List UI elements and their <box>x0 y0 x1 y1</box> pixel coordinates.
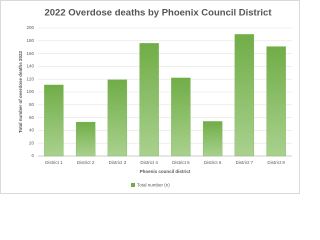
bar <box>139 43 159 157</box>
y-tick-label: 140 <box>26 64 34 69</box>
y-tick-label: 60 <box>29 115 35 120</box>
y-tick-label: 120 <box>26 76 34 81</box>
bar <box>234 34 255 157</box>
x-tick-label: District 5 <box>172 160 190 165</box>
x-axis-label: Phoenix council district <box>140 169 191 174</box>
y-tick-label: 100 <box>26 89 34 94</box>
y-axis-label: Total number of overdose deaths 2022 <box>18 51 23 133</box>
y-tick-label: 160 <box>26 51 34 56</box>
chart: 2022 Overdose deaths by Phoenix Council … <box>0 0 300 194</box>
bar <box>75 121 96 157</box>
y-tick-label: 200 <box>26 25 34 30</box>
x-tick-label: District 3 <box>109 160 127 165</box>
bar <box>107 79 128 157</box>
x-tick-label: District 8 <box>267 160 285 165</box>
legend-swatch <box>131 183 135 187</box>
chart-title: 2022 Overdose deaths by Phoenix Council … <box>44 8 272 19</box>
y-tick-label: 0 <box>31 153 34 158</box>
x-tick-label: District 7 <box>236 160 254 165</box>
x-tick-label: District 1 <box>45 160 63 165</box>
bar <box>202 121 223 157</box>
y-tick-label: 180 <box>26 38 34 43</box>
y-tick-label: 20 <box>29 140 35 145</box>
bar <box>171 77 191 157</box>
x-tick-label: District 4 <box>140 160 158 165</box>
x-tick-label: District 6 <box>204 160 222 165</box>
y-tick-label: 40 <box>29 128 35 133</box>
x-tick-label: District 2 <box>77 160 95 165</box>
bar <box>44 84 64 157</box>
y-tick-label: 80 <box>29 102 35 107</box>
bar <box>266 46 286 157</box>
legend-label: Total number (n) <box>137 183 170 188</box>
